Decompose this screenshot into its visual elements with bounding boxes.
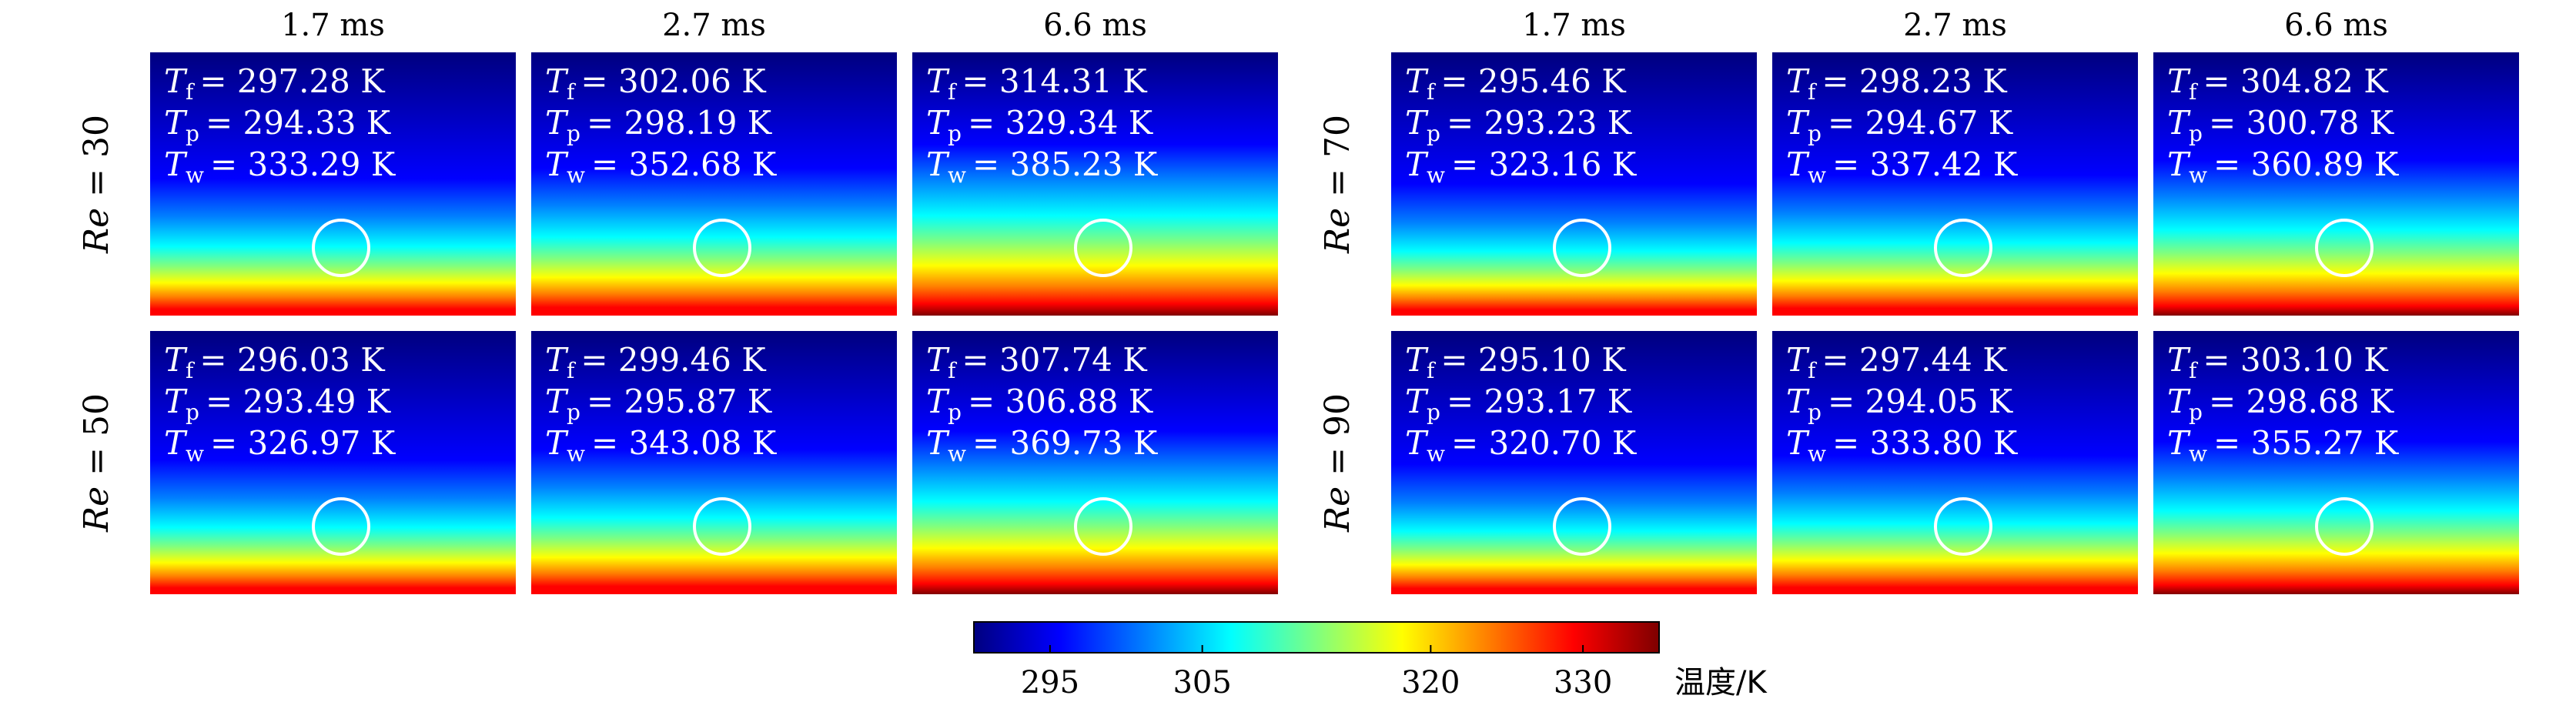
- particle-temperature-label: Tp = 293.23 K: [1405, 104, 1633, 146]
- wall-temperature-label: Tw = 333.80 K: [1786, 424, 2019, 466]
- fluid-temperature-label: Tf = 298.23 K: [1786, 62, 2008, 105]
- fluid-temperature-label: Tf = 302.06 K: [545, 62, 767, 105]
- wall-temperature-label: Tw = 343.08 K: [545, 424, 778, 466]
- temperature-field: [531, 331, 897, 594]
- temperature-panel: Tf = 295.46 KTp = 293.23 KTw = 323.16 K: [1391, 52, 1757, 316]
- temperature-panel: Tf = 314.31 KTp = 329.34 KTw = 385.23 K: [912, 52, 1278, 316]
- particle-temperature-label: Tp = 294.67 K: [1786, 104, 2014, 146]
- fluid-temperature-label: Tf = 297.28 K: [164, 62, 386, 105]
- particle-outline: [1553, 497, 1611, 556]
- column-title-time: 1.7 ms: [1522, 8, 1626, 43]
- column-title-time: 1.7 ms: [281, 8, 385, 43]
- particle-temperature-label: Tp = 306.88 K: [926, 383, 1154, 425]
- wall-temperature-label: Tw = 385.23 K: [926, 145, 1159, 188]
- particle-outline: [1553, 219, 1611, 277]
- temperature-panel: Tf = 297.28 KTp = 294.33 KTw = 333.29 K: [150, 52, 516, 316]
- column-title-time: 2.7 ms: [1903, 8, 2007, 43]
- colorbar: 295 305 320 330 温度/K: [973, 621, 1768, 700]
- temperature-panel: Tf = 296.03 KTp = 293.49 KTw = 326.97 K: [150, 331, 516, 594]
- particle-outline: [1074, 497, 1132, 556]
- colorbar-tick-label: 330: [1554, 665, 1612, 700]
- temperature-field: [1772, 331, 2138, 594]
- fluid-temperature-label: Tf = 314.31 K: [926, 62, 1148, 105]
- temperature-field: [531, 52, 897, 316]
- fluid-temperature-label: Tf = 304.82 K: [2167, 62, 2389, 105]
- wall-temperature-label: Tw = 355.27 K: [2167, 424, 2400, 466]
- particle-outline: [1934, 219, 1992, 277]
- row-label-reynolds: Re = 50: [77, 393, 116, 533]
- temperature-panel: Tf = 298.23 KTp = 294.67 KTw = 337.42 K: [1772, 52, 2138, 316]
- particle-outline: [693, 219, 751, 277]
- temperature-panel: Tf = 302.06 KTp = 298.19 KTw = 352.68 K: [531, 52, 897, 316]
- wall-temperature-label: Tw = 333.29 K: [164, 145, 396, 188]
- temperature-panel: Tf = 307.74 KTp = 306.88 KTw = 369.73 K: [912, 331, 1278, 594]
- temperature-panel: Tf = 299.46 KTp = 295.87 KTw = 343.08 K: [531, 331, 897, 594]
- particle-outline: [312, 497, 370, 556]
- temperature-field: [150, 331, 516, 594]
- temperature-field: [150, 52, 516, 316]
- temperature-panel: Tf = 297.44 KTp = 294.05 KTw = 333.80 K: [1772, 331, 2138, 594]
- row-label-reynolds: Re = 70: [1318, 115, 1357, 254]
- fluid-temperature-label: Tf = 297.44 K: [1786, 341, 2008, 383]
- wall-temperature-label: Tw = 352.68 K: [545, 145, 778, 188]
- particle-temperature-label: Tp = 295.87 K: [545, 383, 773, 425]
- temperature-field: [1391, 331, 1757, 594]
- temperature-field: [2153, 52, 2519, 316]
- row-label-reynolds: Re = 30: [77, 115, 116, 254]
- particle-temperature-label: Tp = 294.05 K: [1786, 383, 2014, 425]
- temperature-panel: Tf = 304.82 KTp = 300.78 KTw = 360.89 K: [2153, 52, 2519, 316]
- temperature-field: [1772, 52, 2138, 316]
- colorbar-title: 温度/K: [1674, 665, 1768, 700]
- wall-temperature-label: Tw = 369.73 K: [926, 424, 1159, 466]
- particle-outline: [2315, 497, 2374, 556]
- wall-temperature-label: Tw = 360.89 K: [2167, 145, 2400, 188]
- particle-temperature-label: Tp = 298.68 K: [2167, 383, 2395, 425]
- particle-outline: [1934, 497, 1992, 556]
- wall-temperature-label: Tw = 323.16 K: [1405, 145, 1638, 188]
- colorbar-gradient: [973, 621, 1660, 654]
- temperature-field: [1391, 52, 1757, 316]
- column-title-time: 6.6 ms: [1043, 8, 1147, 43]
- particle-outline: [312, 219, 370, 277]
- fluid-temperature-label: Tf = 299.46 K: [545, 341, 767, 383]
- wall-temperature-label: Tw = 337.42 K: [1786, 145, 2019, 188]
- wall-temperature-label: Tw = 326.97 K: [164, 424, 396, 466]
- fluid-temperature-label: Tf = 307.74 K: [926, 341, 1148, 383]
- particle-temperature-label: Tp = 329.34 K: [926, 104, 1154, 146]
- colorbar-tick-label: 320: [1401, 665, 1460, 700]
- column-title-time: 2.7 ms: [662, 8, 766, 43]
- temperature-field: [912, 331, 1278, 594]
- temperature-field: [2153, 331, 2519, 594]
- row-label-reynolds: Re = 90: [1318, 393, 1357, 533]
- fluid-temperature-label: Tf = 296.03 K: [164, 341, 386, 383]
- particle-outline: [693, 497, 751, 556]
- wall-temperature-label: Tw = 320.70 K: [1405, 424, 1638, 466]
- particle-temperature-label: Tp = 298.19 K: [545, 104, 773, 146]
- colorbar-tick-label: 295: [1021, 665, 1079, 700]
- particle-outline: [1074, 219, 1132, 277]
- fluid-temperature-label: Tf = 303.10 K: [2167, 341, 2389, 383]
- temperature-panel: Tf = 295.10 KTp = 293.17 KTw = 320.70 K: [1391, 331, 1757, 594]
- particle-temperature-label: Tp = 294.33 K: [164, 104, 392, 146]
- column-title-time: 6.6 ms: [2284, 8, 2388, 43]
- particle-temperature-label: Tp = 300.78 K: [2167, 104, 2395, 146]
- colorbar-tick-label: 305: [1173, 665, 1231, 700]
- fluid-temperature-label: Tf = 295.10 K: [1405, 341, 1627, 383]
- particle-temperature-label: Tp = 293.49 K: [164, 383, 392, 425]
- fluid-temperature-label: Tf = 295.46 K: [1405, 62, 1627, 105]
- temperature-panel: Tf = 303.10 KTp = 298.68 KTw = 355.27 K: [2153, 331, 2519, 594]
- temperature-field: [912, 52, 1278, 316]
- particle-outline: [2315, 219, 2374, 277]
- particle-temperature-label: Tp = 293.17 K: [1405, 383, 1633, 425]
